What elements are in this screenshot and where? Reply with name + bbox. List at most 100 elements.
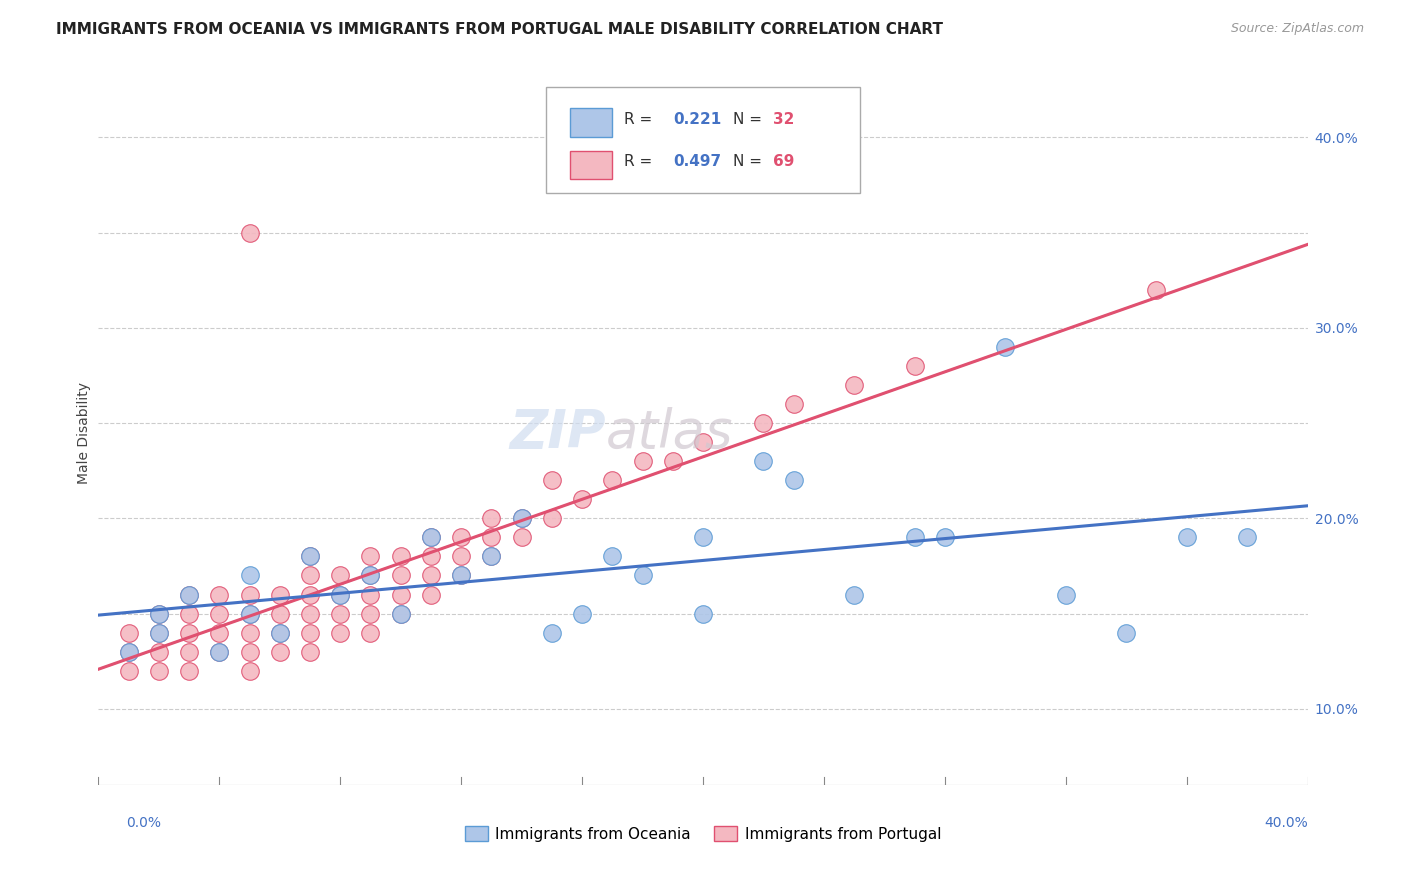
Point — [783, 397, 806, 411]
Y-axis label: Male Disability: Male Disability — [77, 382, 91, 483]
Point — [329, 568, 352, 582]
FancyBboxPatch shape — [546, 87, 860, 193]
Point — [389, 568, 412, 582]
Point — [239, 664, 262, 678]
Point — [904, 530, 927, 544]
Point — [661, 454, 683, 468]
Point — [844, 378, 866, 392]
Point — [239, 568, 262, 582]
Text: N =: N = — [734, 153, 762, 169]
Point — [934, 530, 956, 544]
Text: 0.497: 0.497 — [672, 153, 721, 169]
Point — [329, 607, 352, 621]
Point — [208, 625, 231, 640]
Point — [179, 645, 201, 659]
Point — [389, 549, 412, 564]
Point — [692, 435, 714, 450]
Point — [179, 587, 201, 601]
Point — [1115, 625, 1137, 640]
Point — [299, 645, 322, 659]
Point — [631, 454, 654, 468]
FancyBboxPatch shape — [569, 151, 613, 179]
Point — [208, 587, 231, 601]
Point — [571, 607, 593, 621]
Point — [269, 587, 291, 601]
Point — [269, 607, 291, 621]
Point — [329, 625, 352, 640]
Point — [148, 607, 170, 621]
Text: 40.0%: 40.0% — [1264, 816, 1308, 830]
Point — [1054, 587, 1077, 601]
Point — [299, 625, 322, 640]
Text: Source: ZipAtlas.com: Source: ZipAtlas.com — [1230, 22, 1364, 36]
Point — [510, 511, 533, 525]
Point — [481, 549, 503, 564]
Point — [844, 587, 866, 601]
Point — [420, 530, 443, 544]
Point — [481, 530, 503, 544]
Point — [148, 664, 170, 678]
Point — [299, 549, 322, 564]
Point — [118, 625, 141, 640]
Point — [752, 416, 775, 430]
Point — [994, 340, 1017, 354]
Point — [692, 530, 714, 544]
Text: N =: N = — [734, 112, 762, 127]
Point — [239, 625, 262, 640]
Point — [571, 492, 593, 507]
Point — [1144, 283, 1167, 297]
Point — [540, 511, 562, 525]
Point — [239, 645, 262, 659]
Point — [299, 587, 322, 601]
Point — [179, 625, 201, 640]
Point — [420, 587, 443, 601]
Point — [179, 664, 201, 678]
Point — [420, 568, 443, 582]
Point — [360, 607, 382, 621]
Point — [450, 568, 472, 582]
Point — [179, 587, 201, 601]
Text: ZIP: ZIP — [510, 407, 606, 458]
Point — [329, 587, 352, 601]
Text: 32: 32 — [773, 112, 794, 127]
Point — [783, 473, 806, 487]
Point — [118, 664, 141, 678]
Point — [1236, 530, 1258, 544]
Point — [904, 359, 927, 373]
Point — [540, 625, 562, 640]
Point — [269, 645, 291, 659]
Text: 0.0%: 0.0% — [127, 816, 162, 830]
Point — [360, 568, 382, 582]
Point — [510, 530, 533, 544]
Point — [481, 549, 503, 564]
Point — [239, 607, 262, 621]
Point — [269, 625, 291, 640]
Text: R =: R = — [624, 112, 658, 127]
Text: 0.221: 0.221 — [672, 112, 721, 127]
Point — [481, 511, 503, 525]
Point — [299, 607, 322, 621]
Point — [208, 607, 231, 621]
Point — [360, 587, 382, 601]
Point — [299, 568, 322, 582]
Point — [389, 607, 412, 621]
Point — [602, 473, 624, 487]
Point — [148, 645, 170, 659]
Point — [602, 549, 624, 564]
Point — [148, 625, 170, 640]
Point — [360, 549, 382, 564]
Point — [239, 226, 262, 240]
Point — [269, 625, 291, 640]
Point — [179, 607, 201, 621]
Point — [118, 645, 141, 659]
Text: atlas: atlas — [606, 407, 734, 458]
Text: IMMIGRANTS FROM OCEANIA VS IMMIGRANTS FROM PORTUGAL MALE DISABILITY CORRELATION : IMMIGRANTS FROM OCEANIA VS IMMIGRANTS FR… — [56, 22, 943, 37]
Point — [389, 607, 412, 621]
Point — [752, 454, 775, 468]
Point — [450, 530, 472, 544]
Point — [631, 568, 654, 582]
Text: 69: 69 — [773, 153, 794, 169]
Point — [389, 587, 412, 601]
Point — [360, 568, 382, 582]
Point — [329, 587, 352, 601]
